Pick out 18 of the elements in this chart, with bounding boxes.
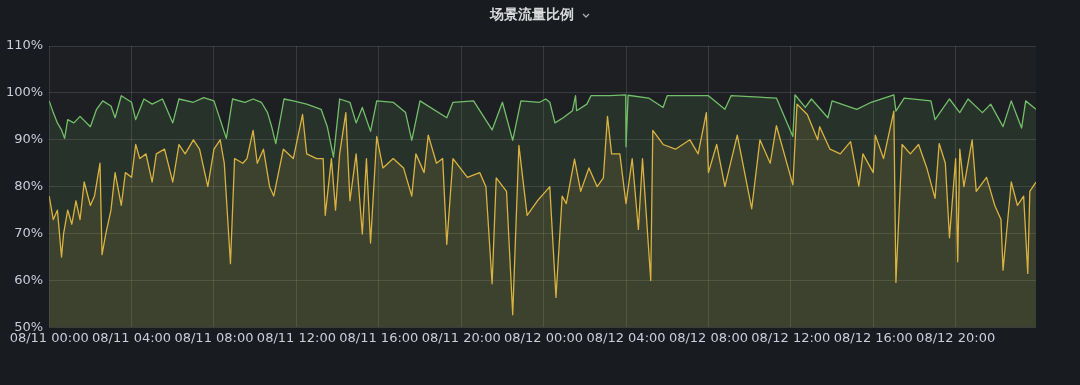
x-tick-label: 08/12 00:00 bbox=[504, 329, 584, 345]
x-tick-label: 08/12 12:00 bbox=[751, 329, 831, 345]
x-tick-label: 08/12 20:00 bbox=[916, 329, 996, 345]
x-tick-label: 08/12 04:00 bbox=[586, 329, 666, 345]
x-tick-label: 08/11 20:00 bbox=[421, 329, 501, 345]
y-tick-label: 70% bbox=[14, 224, 44, 240]
y-tick-label: 100% bbox=[5, 84, 44, 100]
x-tick-label: 08/11 04:00 bbox=[92, 329, 172, 345]
y-tick-label: 110% bbox=[5, 37, 44, 53]
x-tick-label: 08/12 16:00 bbox=[833, 329, 913, 345]
y-tick-label: 80% bbox=[14, 178, 44, 194]
y-tick-label: 60% bbox=[14, 271, 44, 287]
x-tick-label: 08/11 08:00 bbox=[174, 329, 254, 345]
x-tick-label: 08/11 16:00 bbox=[339, 329, 419, 345]
x-tick-label: 08/11 12:00 bbox=[256, 329, 336, 345]
y-tick-label: 90% bbox=[14, 131, 44, 147]
x-tick-label: 08/12 08:00 bbox=[668, 329, 748, 345]
chart-title: 场景流量比例 bbox=[490, 6, 574, 24]
